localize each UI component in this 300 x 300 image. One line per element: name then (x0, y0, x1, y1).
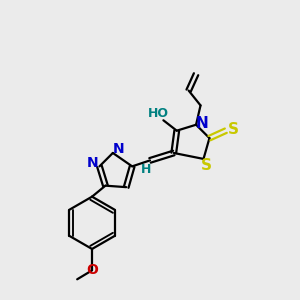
Text: N: N (113, 142, 124, 155)
Text: O: O (86, 263, 98, 278)
Text: S: S (201, 158, 212, 173)
Text: H: H (141, 163, 152, 176)
Text: N: N (196, 116, 208, 131)
Text: HO: HO (148, 107, 169, 120)
Text: N: N (87, 156, 99, 170)
Text: S: S (228, 122, 239, 137)
